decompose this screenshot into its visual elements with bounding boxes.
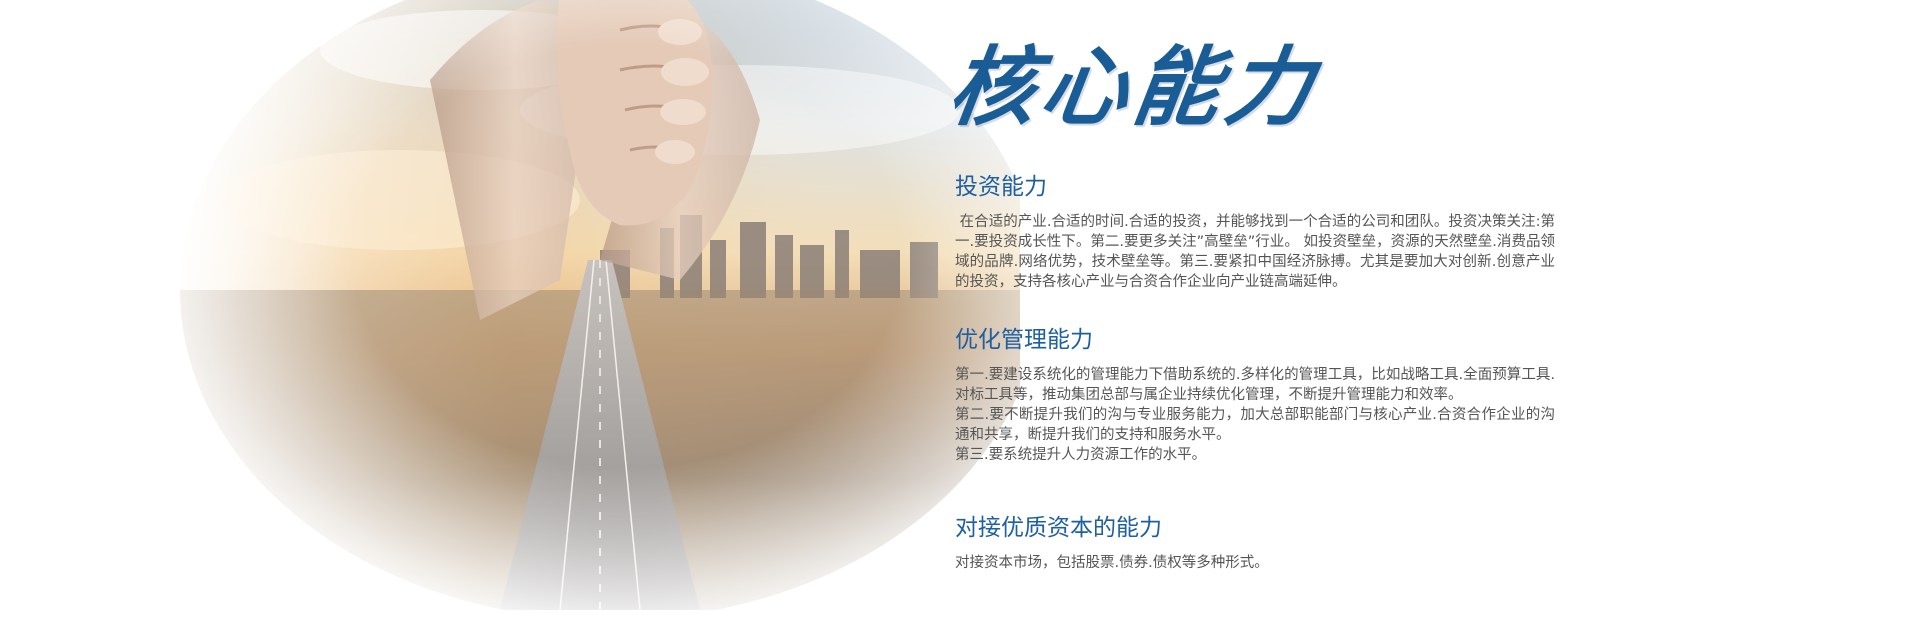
paragraph: 对接资本市场，包括股票.债券.债权等多种形式。 bbox=[955, 555, 1269, 571]
section-body: 对接资本市场，包括股票.债券.债权等多种形式。 bbox=[955, 553, 1555, 573]
paragraph: 在合适的产业.合适的时间.合适的投资，并能够找到一个合适的公司和团队。投资决策关… bbox=[955, 214, 1555, 290]
section-capital: 对接优质资本的能力 对接资本市场，包括股票.债券.债权等多种形式。 bbox=[955, 513, 1555, 573]
section-body: 第一.要建设系统化的管理能力下借助系统的.多样化的管理工具，比如战略工具.全面预… bbox=[955, 365, 1555, 465]
section-title: 对接优质资本的能力 bbox=[955, 515, 1162, 541]
paragraph: 第二.要不断提升我们的沟与专业服务能力，加大总部职能部门与核心产业.合资合作企业… bbox=[955, 407, 1555, 443]
section-title: 优化管理能力 bbox=[955, 327, 1093, 353]
section-management: 优化管理能力 第一.要建设系统化的管理能力下借助系统的.多样化的管理工具，比如战… bbox=[955, 325, 1555, 465]
hero-image bbox=[180, 0, 1020, 610]
section-body: 在合适的产业.合适的时间.合适的投资，并能够找到一个合适的公司和团队。投资决策关… bbox=[955, 212, 1555, 292]
paragraph: 第一.要建设系统化的管理能力下借助系统的.多样化的管理工具，比如战略工具.全面预… bbox=[955, 367, 1555, 403]
paragraph: 第三.要系统提升人力资源工作的水平。 bbox=[955, 447, 1207, 463]
page-title: 核心能力 bbox=[942, 37, 1326, 138]
hands-city-illustration bbox=[180, 0, 1020, 610]
section-title: 投资能力 bbox=[955, 174, 1047, 200]
section-investment: 投资能力 在合适的产业.合适的时间.合适的投资，并能够找到一个合适的公司和团队。… bbox=[955, 172, 1555, 292]
